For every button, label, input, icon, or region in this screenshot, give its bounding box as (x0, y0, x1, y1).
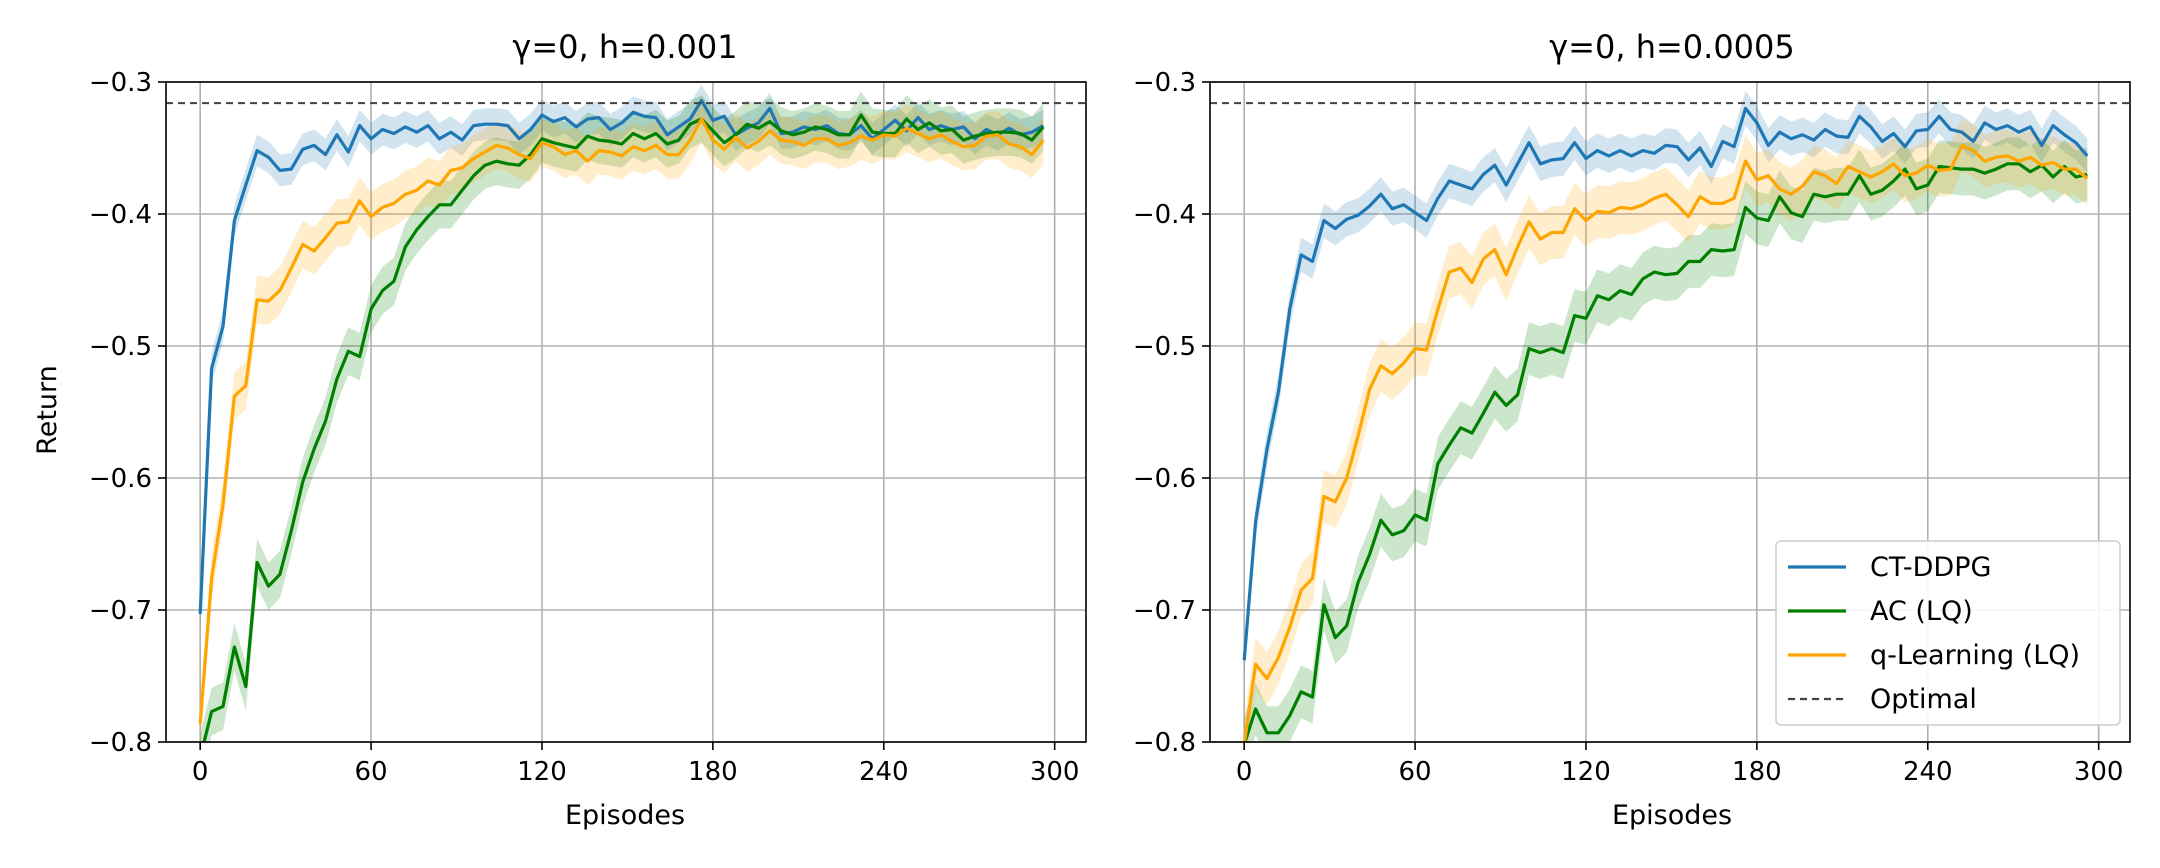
panel-left-frame (165, 81, 1087, 743)
legend-box (1775, 540, 2121, 726)
legend-label-q-learning-lq: q-Learning (LQ) (1870, 640, 2080, 671)
x-tick-label: 180 (1732, 757, 1782, 787)
band-ct-ddpg (200, 84, 1044, 630)
line-ac-lq (202, 113, 1045, 742)
panel-right-xlabel: Episodes (1612, 800, 1732, 831)
x-tick-label: 300 (2074, 757, 2124, 787)
band-ac-lq (200, 91, 1044, 742)
panel-left-ticks: 0 60 120 180 240 300 −0.3 −0.4 −0.5 −0.6 −0.7 −0.8 (89, 68, 1080, 787)
x-tick-label: 120 (1561, 757, 1611, 787)
x-tick-label: 0 (1236, 757, 1253, 787)
x-tick-label: 60 (1399, 757, 1432, 787)
panel-left-bands (200, 84, 1044, 742)
line-q-learning-lq (198, 117, 1045, 724)
panel-right-lines (1242, 106, 2089, 742)
y-tick-label: −0.5 (89, 332, 152, 362)
panel-left-xlabel: Episodes (565, 800, 685, 831)
x-tick-label: 300 (1030, 757, 1080, 787)
y-tick-label: −0.7 (89, 596, 152, 626)
line-ct-ddpg (1242, 106, 2089, 661)
line-ac-lq (1243, 162, 2088, 742)
line-q-learning-lq (1242, 143, 2089, 742)
x-tick-label: 60 (355, 757, 388, 787)
panel-right: γ=0, h=0.0005 Episodes 0 60 120 180 240 300 −0… (1133, 28, 2131, 831)
panel-left-ylabel: Return (32, 365, 63, 455)
x-tick-label: 240 (859, 757, 909, 787)
legend-label-ct-ddpg: CT-DDPG (1870, 552, 1991, 583)
band-ac-lq (1244, 137, 2088, 742)
y-tick-label: −0.4 (1133, 200, 1196, 230)
y-tick-label: −0.8 (1133, 728, 1196, 758)
x-tick-label: 180 (688, 757, 738, 787)
band-q-learning-lq (200, 95, 1044, 742)
y-tick-label: −0.5 (1133, 332, 1196, 362)
y-tick-label: −0.6 (1133, 464, 1196, 494)
panel-right-ticks: 0 60 120 180 240 300 −0.3 −0.4 −0.5 −0.6 −0.7 −0.8 (1133, 68, 2124, 787)
y-tick-label: −0.3 (89, 68, 152, 98)
band-q-learning-lq (1244, 119, 2088, 742)
x-tick-label: 0 (192, 757, 209, 787)
legend-label-optimal: Optimal (1870, 684, 1977, 715)
line-ct-ddpg (198, 98, 1045, 615)
panel-right-frame (1209, 81, 2131, 743)
x-tick-label: 120 (517, 757, 567, 787)
panel-left-title: γ=0, h=0.001 (512, 28, 737, 66)
panel-left-lines (198, 98, 1045, 742)
y-tick-label: −0.3 (1133, 68, 1196, 98)
y-tick-label: −0.6 (89, 464, 152, 494)
y-tick-label: −0.7 (1133, 596, 1196, 626)
y-tick-label: −0.8 (89, 728, 152, 758)
legend: CT-DDPG AC (LQ) q-Learning (LQ) Optimal (1775, 540, 2121, 726)
legend-label-ac-lq: AC (LQ) (1870, 596, 1973, 627)
y-tick-label: −0.4 (89, 200, 152, 230)
x-tick-label: 240 (1903, 757, 1953, 787)
panel-right-title: γ=0, h=0.0005 (1549, 28, 1795, 66)
panel-right-bands (1244, 91, 2088, 742)
panel-left: γ=0, h=0.001 Episodes Return 0 60 120 180 24… (32, 28, 1087, 831)
